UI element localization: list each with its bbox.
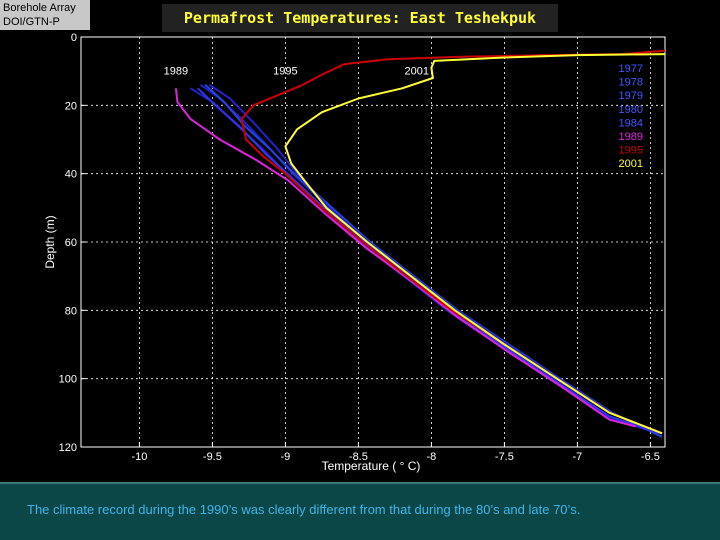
y-tick-label: 60 <box>65 237 77 249</box>
x-tick-label: -8 <box>427 451 437 463</box>
y-axis-label: Depth (m) <box>43 215 57 268</box>
legend-entry: 1978 <box>619 77 643 89</box>
source-line-1: Borehole Array <box>3 2 76 14</box>
x-tick-label: -6.5 <box>641 451 660 463</box>
chart-title: Permafrost Temperatures: East Teshekpuk <box>162 4 558 32</box>
legend-entry: 2001 <box>619 158 643 170</box>
y-tick-label: 40 <box>65 169 77 181</box>
x-tick-label: -7.5 <box>495 451 514 463</box>
caption-bar: The climate record during the 1990’s was… <box>0 482 720 540</box>
x-tick-label: -9 <box>281 451 291 463</box>
year-annotation: 1989 <box>164 66 188 78</box>
legend-entry: 1984 <box>619 117 643 129</box>
y-tick-label: 120 <box>59 442 77 454</box>
y-tick-label: 20 <box>65 100 77 112</box>
legend-entry: 1989 <box>619 131 643 143</box>
temperature-depth-chart: -10 -9.5 -9 -8.5 -8 -7.5 -7 -6.5 0 20 40 60 80 100 120… <box>43 32 666 473</box>
x-tick-label: -7 <box>573 451 583 463</box>
legend-entry: 1995 <box>619 145 643 157</box>
source-line-2: DOI/GTN-P <box>3 16 60 28</box>
year-annotation: 2001 <box>405 66 429 78</box>
legend-entry: 1980 <box>619 104 643 116</box>
series-line-1989 <box>174 88 637 428</box>
year-annotation: 1995 <box>273 66 297 78</box>
legend-entry: 1979 <box>619 90 643 102</box>
y-tick-label: 80 <box>65 305 77 317</box>
x-tick-label: -10 <box>131 451 147 463</box>
y-tick-label: 0 <box>71 32 77 44</box>
legend-entry: 1977 <box>619 63 643 75</box>
x-axis-label: Temperature ( ° C) <box>322 459 421 473</box>
source-badge: Borehole Array DOI/GTN-P <box>0 0 90 30</box>
x-tick-label: -8.5 <box>349 451 368 463</box>
caption-text: The climate record during the 1990’s was… <box>27 502 581 517</box>
x-tick-label: -9.5 <box>203 451 222 463</box>
series-line-2001 <box>284 53 666 435</box>
y-tick-label: 100 <box>59 374 77 386</box>
